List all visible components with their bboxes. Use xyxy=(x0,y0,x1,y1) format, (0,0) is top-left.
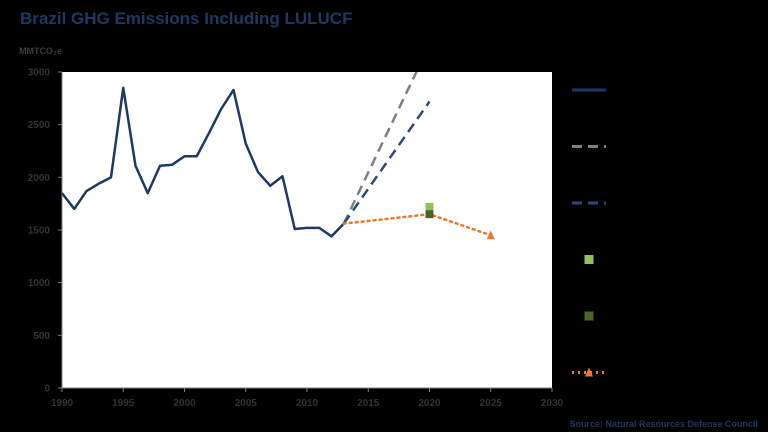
plot-area xyxy=(62,72,552,388)
y-tick-label: 1000 xyxy=(28,278,51,289)
y-tick-label: 2500 xyxy=(28,120,51,131)
legend-item-target_orange xyxy=(572,367,606,377)
y-tick-label: 3000 xyxy=(28,68,51,79)
y-tick-label: 1500 xyxy=(28,226,51,237)
x-tick-label: 2015 xyxy=(357,398,380,409)
axes: 0 500 1000 1500 2000 2500 3000 1990 1995 2000 2005… xyxy=(28,68,564,410)
x-tick-label: 2020 xyxy=(418,398,441,409)
legend-swatch-marker xyxy=(584,255,594,264)
y-axis-unit-label: MMTCO₂e xyxy=(19,46,62,56)
series-line-scenario_grey xyxy=(342,72,418,225)
x-tick-label: 2010 xyxy=(296,398,319,409)
y-tick-label: 0 xyxy=(44,384,50,395)
x-tick-label: 2000 xyxy=(173,398,196,409)
legend-item-dark_green xyxy=(584,311,594,321)
legend xyxy=(572,88,606,377)
series-line-scenario_blue xyxy=(342,100,431,225)
series-layer xyxy=(62,72,495,240)
x-tick-label: 1990 xyxy=(51,398,74,409)
data-point-dark_green xyxy=(425,210,434,219)
x-tick-label: 2025 xyxy=(480,398,503,409)
data-point-target_orange xyxy=(486,230,495,240)
chart-title: Brazil GHG Emissions Including LULUCF xyxy=(20,9,353,28)
y-tick-label: 500 xyxy=(33,331,50,342)
legend-item-light_green xyxy=(584,255,594,264)
data-point-light_green xyxy=(425,202,434,211)
legend-swatch-marker xyxy=(584,311,594,321)
legend-swatch-marker xyxy=(585,367,593,377)
y-tick-label: 2000 xyxy=(28,173,51,184)
x-tick-label: 2030 xyxy=(541,398,564,409)
legend-panel xyxy=(552,72,768,388)
x-tick-label: 2005 xyxy=(235,398,258,409)
series-line-historical xyxy=(62,86,345,238)
x-tick-label: 1995 xyxy=(112,398,135,409)
source-note: Source: Natural Resources Defense Counci… xyxy=(569,419,758,429)
